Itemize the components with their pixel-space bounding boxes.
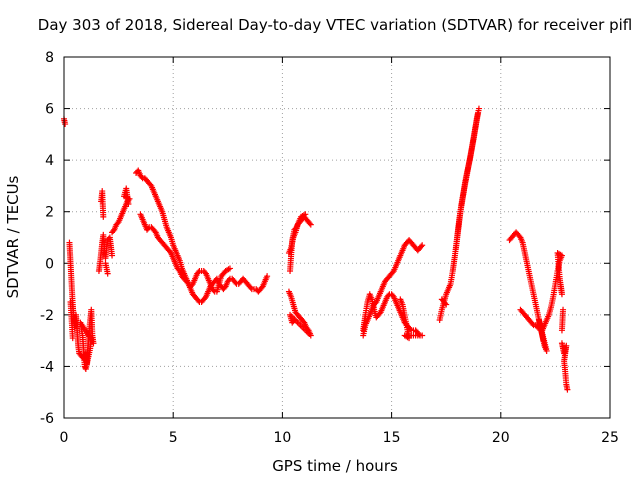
data-point [306,220,313,227]
data-point [290,318,297,325]
y-tick-label: 0 [45,256,54,272]
data-segment [558,306,571,393]
y-axis-label: SDTVAR / TECUs [4,175,22,298]
grid-lines [64,57,610,418]
y-tick-label: -2 [40,308,54,324]
data-point [529,320,536,327]
data-point [221,284,228,291]
data-point [397,296,404,303]
y-tick-label: 4 [45,153,54,169]
x-axis-label: GPS time / hours [272,457,398,475]
data-points [61,105,571,393]
data-point [300,318,307,325]
x-tick-label: 25 [601,430,619,446]
x-tick-label: 0 [60,430,69,446]
axis-ticks: 0 5 10 15 20 25 -6 -4 -2 0 2 4 6 8 [40,50,619,446]
data-segment [436,105,482,324]
data-point [175,266,182,273]
data-point [69,335,76,342]
data-point [516,233,523,240]
data-point [114,220,121,227]
data-point [302,211,309,218]
data-point [195,269,202,276]
data-point [533,323,540,330]
x-tick-label: 5 [169,430,178,446]
data-point [100,213,107,220]
chart-title: Day 303 of 2018, Sidereal Day-to-day VTE… [38,16,632,34]
data-point [307,221,314,228]
plot-frame [63,56,611,419]
data-point [443,301,450,308]
data-point [389,292,396,299]
y-tick-label: -4 [40,359,54,375]
y-tick-label: 8 [45,50,54,66]
data-point [292,225,299,232]
data-point [62,121,69,128]
data-point [442,300,449,307]
data-point [264,273,271,280]
data-segment [133,167,271,305]
data-point [389,269,396,276]
data-point [109,252,116,259]
data-segment [61,115,69,128]
data-segment [95,188,116,277]
data-point [226,265,233,272]
data-point [475,105,482,112]
data-segment [360,237,426,339]
y-tick-label: 6 [45,102,54,118]
data-point [147,181,154,188]
data-point [418,243,425,250]
data-point [210,287,217,294]
data-point [291,317,298,324]
data-point [560,306,567,313]
data-point [188,282,195,289]
data-point [557,283,564,290]
data-point [258,284,265,291]
y-tick-label: -6 [40,411,54,427]
data-point [415,331,422,338]
data-segment [360,291,426,342]
data-segment [109,185,133,236]
x-tick-label: 20 [492,430,510,446]
data-point [104,270,111,277]
data-point [564,386,571,393]
y-tick-label: 2 [45,205,54,221]
x-tick-label: 15 [383,430,401,446]
data-point [125,200,132,207]
data-point [201,295,208,302]
data-segment [517,249,565,334]
data-point [151,228,158,235]
data-point [376,310,383,317]
data-point [138,173,145,180]
data-segment [137,211,233,295]
data-point [201,269,208,276]
data-point [166,248,173,255]
data-segment [285,211,314,275]
data-point [419,242,426,249]
data-segment [285,288,314,339]
data-point [247,284,254,291]
data-segment [506,229,550,354]
data-point [540,337,547,344]
data-point [474,110,481,117]
data-segment [66,239,97,373]
x-tick-label: 10 [273,430,291,446]
data-point [110,228,117,235]
data-point [88,335,95,342]
